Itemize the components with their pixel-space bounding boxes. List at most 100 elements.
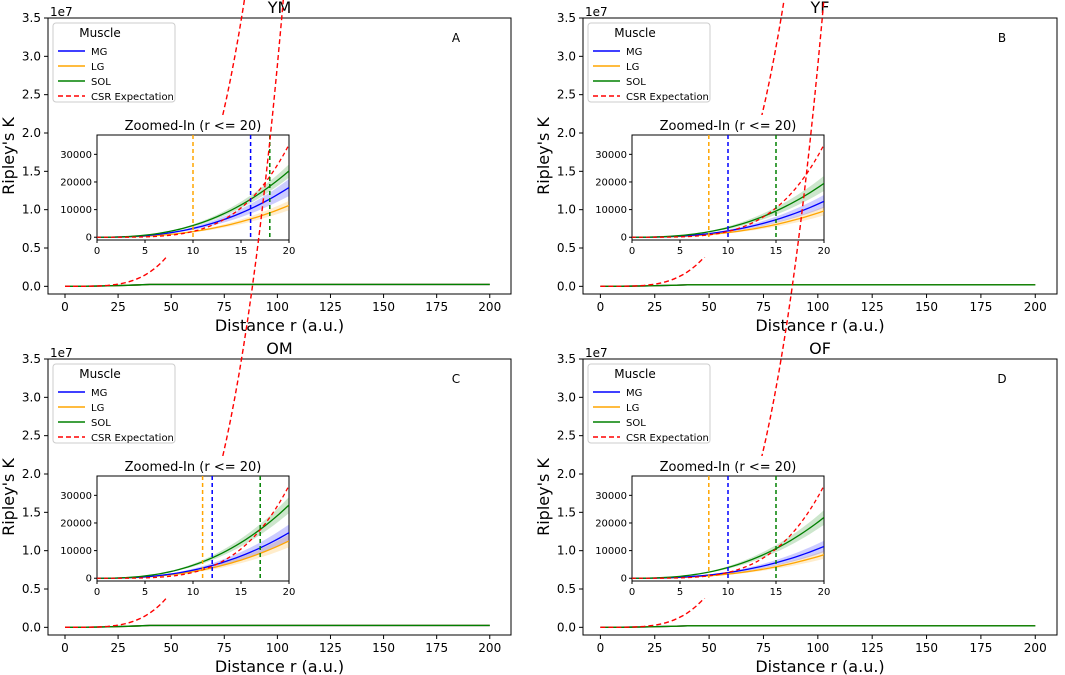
panel-label: D: [997, 372, 1006, 386]
inset-x-tick-label: 15: [235, 587, 248, 598]
x-tick-label: 75: [217, 641, 232, 655]
chart-panel-of: OF0 25 50 75 100 125 150 175 2000.00.51.01.52.02…: [534, 0, 1058, 675]
x-tick-label: 175: [969, 300, 992, 314]
band-sol: [97, 496, 289, 579]
legend-entry-label: MG: [626, 47, 642, 58]
chart-title: OM: [266, 339, 292, 358]
legend-box: [587, 22, 711, 103]
legend-title: Muscle: [614, 367, 656, 381]
inset-x-tick-label: 5: [142, 246, 148, 257]
panel-label: B: [998, 31, 1006, 45]
y-tick-label: 0.5: [557, 241, 576, 255]
inset-title: Zoomed-In (r <= 20): [660, 119, 797, 134]
band-sol: [632, 510, 824, 579]
series-sol-line: [64, 624, 490, 629]
y-tick-label: 0.0: [557, 279, 576, 293]
inset-x-tick-label: 20: [818, 587, 831, 598]
x-tick-label: 75: [217, 300, 232, 314]
chart-panel-om: OM0 25 50 75 100 125 150 175 2000.00.51.01.52.02…: [0, 0, 512, 675]
inset-y-tick-label: 10000: [60, 546, 92, 557]
x-tick-label: 150: [915, 300, 938, 314]
y-scale-label: 1e7: [585, 346, 608, 360]
x-tick-label: 100: [806, 300, 829, 314]
inset-x-tick-label: 0: [629, 246, 635, 257]
y-tick-label: 0.5: [22, 241, 41, 255]
band-mg: [97, 524, 289, 579]
y-tick-label: 2.0: [557, 126, 576, 140]
legend-entry-label: SOL: [91, 418, 111, 429]
x-tick-label: 125: [319, 300, 342, 314]
panel-label: C: [452, 372, 460, 386]
y-tick-label: 0.0: [22, 620, 41, 634]
inset-y-tick-label: 30000: [595, 150, 627, 161]
y-tick-label: 1.5: [557, 505, 576, 519]
y-tick-label: 3.5: [557, 11, 576, 25]
inset-y-tick-label: 0: [86, 574, 92, 585]
chart-title: YM: [267, 0, 292, 17]
y-tick-label: 0.0: [22, 279, 41, 293]
y-tick-label: 1.5: [22, 505, 41, 519]
x-tick-label: 125: [861, 300, 884, 314]
inset-series: [97, 485, 289, 579]
y-tick-label: 3.0: [22, 390, 41, 404]
x-tick-label: 125: [319, 641, 342, 655]
inset-x-tick-label: 10: [187, 587, 200, 598]
y-tick-label: 2.5: [22, 88, 41, 102]
y-tick-label: 3.5: [22, 352, 41, 366]
x-tick-label: 100: [266, 641, 289, 655]
x-tick-label: 0: [597, 300, 605, 314]
x-tick-label: 200: [478, 300, 501, 314]
inset-y-tick-label: 20000: [60, 518, 92, 529]
inset-x-tick-label: 5: [142, 587, 148, 598]
legend-entry-label: LG: [91, 403, 104, 414]
y-tick-label: 3.5: [557, 352, 576, 366]
y-tick-label: 2.5: [557, 429, 576, 443]
y-scale-label: 1e7: [50, 346, 73, 360]
inset-plot-area: [96, 475, 290, 582]
x-tick-label: 150: [372, 300, 395, 314]
legend: Muscle MG LG SOL CSR Expectation: [52, 22, 176, 103]
legend-entry-label: LG: [91, 62, 104, 73]
legend: Muscle MG LG SOL CSR Expectation: [52, 363, 176, 444]
series-csr-expectation-line: [600, 0, 785, 288]
legend-entry-label: SOL: [626, 77, 646, 88]
y-tick-label: 3.0: [557, 390, 576, 404]
x-axis-label: Distance r (a.u.): [755, 657, 884, 675]
series-sol-line: [64, 283, 490, 288]
x-tick-label: 200: [1024, 300, 1047, 314]
legend-entry-label: SOL: [91, 77, 111, 88]
series-csr-expectation-line: [64, 0, 284, 629]
legend-entry-label: MG: [626, 388, 642, 399]
x-tick-label: 50: [164, 641, 179, 655]
legend-title: Muscle: [79, 26, 121, 40]
legend-entry-label: CSR Expectation: [626, 92, 709, 103]
chart-panel-yf: YF0 25 50 75 100 125 150 175 2000.00.51.01.52.02…: [534, 0, 1058, 335]
x-tick-label: 0: [61, 641, 69, 655]
inset-x-tick-label: 20: [283, 587, 296, 598]
series-sol-line: [600, 284, 1036, 288]
x-tick-label: 175: [425, 641, 448, 655]
y-tick-label: 3.0: [22, 49, 41, 63]
x-tick-label: 200: [478, 641, 501, 655]
inset-x-tick-label: 10: [722, 587, 735, 598]
y-axis-label: Ripley's K: [0, 117, 18, 195]
x-tick-label: 100: [806, 641, 829, 655]
x-tick-label: 50: [701, 300, 716, 314]
inset-x-tick-label: 20: [283, 246, 296, 257]
inset-series-sol-line: [97, 504, 289, 579]
legend-entry-label: CSR Expectation: [91, 92, 174, 103]
series-csr-expectation-line: [600, 0, 825, 629]
legend-entry-label: CSR Expectation: [626, 433, 709, 444]
series-sol-line: [600, 625, 1036, 629]
chart-panel-ym: YM0 25 50 75 100 125 150 175 2000.00.51.01.52.02…: [0, 0, 512, 335]
x-tick-label: 150: [915, 641, 938, 655]
y-scale-label: 1e7: [50, 5, 73, 19]
x-tick-label: 0: [61, 300, 69, 314]
inset-x-tick-label: 0: [94, 587, 100, 598]
y-tick-label: 2.0: [557, 467, 576, 481]
inset-y-tick-label: 20000: [60, 177, 92, 188]
y-tick-label: 1.0: [557, 544, 576, 558]
inset-y-tick-label: 30000: [60, 491, 92, 502]
chart-title: YF: [810, 0, 830, 17]
